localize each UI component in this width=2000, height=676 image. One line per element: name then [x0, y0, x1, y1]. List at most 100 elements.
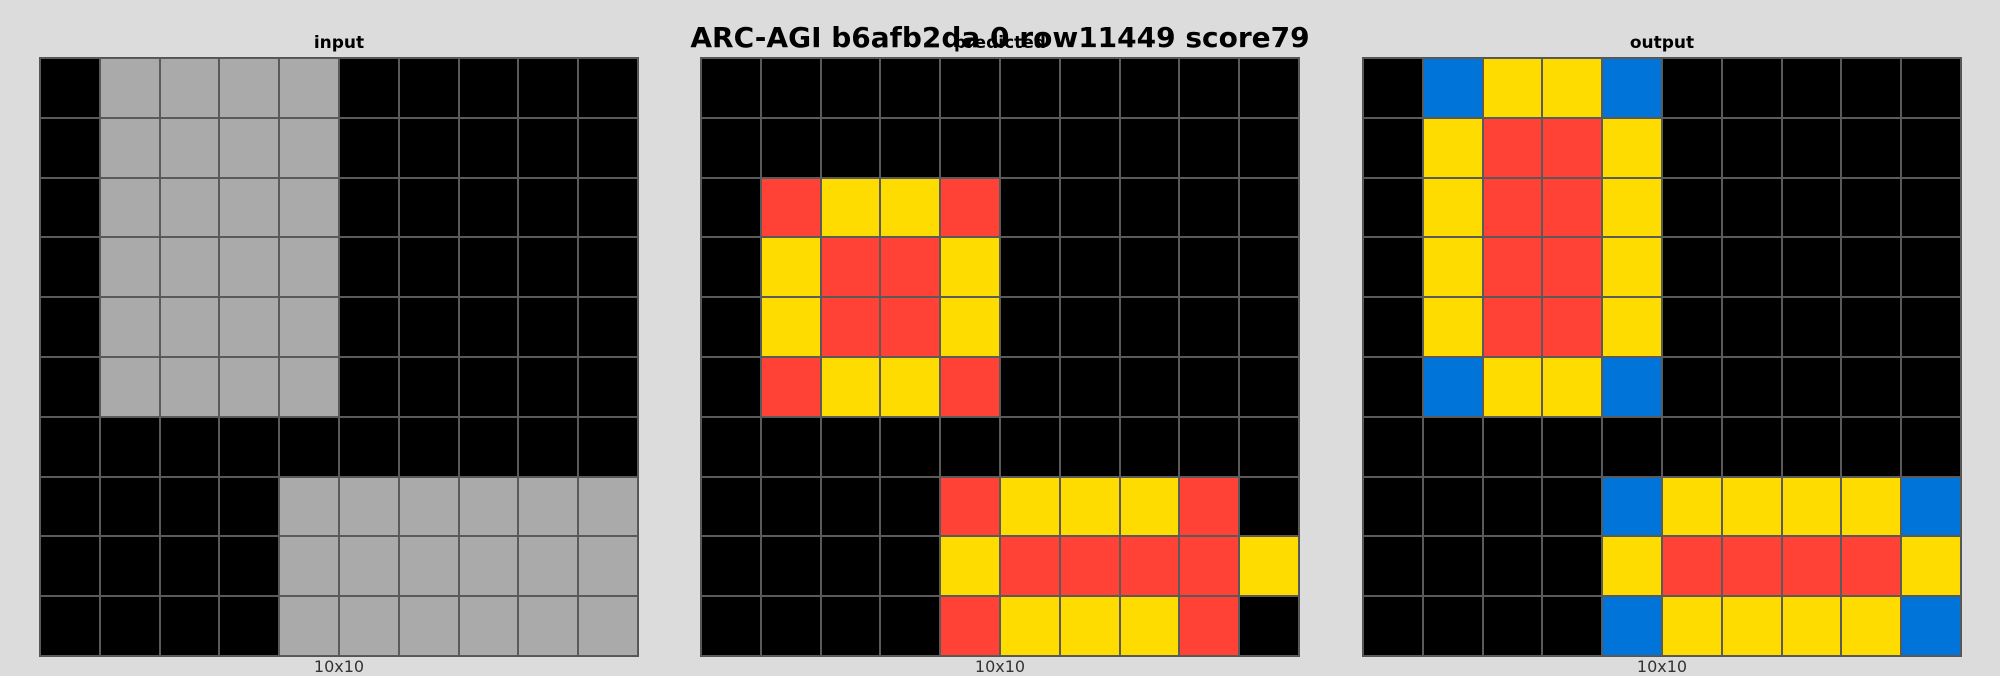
grid-size-label-predicted: 10x10	[974, 657, 1026, 676]
output-cell-r8-c5	[1661, 536, 1722, 597]
input-cell-r1-c8	[518, 117, 579, 178]
output-cell-r4-c6	[1721, 297, 1782, 357]
predicted-cell-r5-c9	[1239, 356, 1299, 417]
input-cell-r3-c7	[458, 237, 519, 298]
input-cell-r0-c4	[279, 58, 339, 118]
input-cell-r0-c1	[99, 58, 160, 118]
predicted-grid	[700, 57, 1300, 657]
predicted-cell-r4-c0	[701, 297, 761, 357]
predicted-cell-r9-c4	[940, 596, 1000, 656]
predicted-cell-r5-c0	[701, 356, 761, 417]
predicted-cell-r8-c2	[820, 536, 881, 597]
predicted-cell-r5-c6	[1059, 356, 1120, 417]
input-cell-r2-c2	[159, 177, 220, 238]
input-cell-r0-c5	[338, 58, 399, 118]
input-cell-r3-c3	[219, 237, 280, 298]
input-cell-r3-c0	[40, 237, 100, 298]
output-cell-r9-c9	[1901, 596, 1961, 656]
output-cell-r1-c7	[1781, 117, 1842, 178]
input-cell-r2-c6	[398, 177, 459, 238]
input-cell-r3-c5	[338, 237, 399, 298]
output-cell-r6-c2	[1482, 416, 1543, 477]
predicted-cell-r9-c5	[999, 596, 1060, 656]
predicted-cell-r0-c9	[1239, 58, 1299, 118]
input-cell-r2-c3	[219, 177, 280, 238]
predicted-cell-r9-c6	[1059, 596, 1120, 656]
output-cell-r8-c9	[1901, 536, 1961, 597]
input-cell-r6-c4	[279, 416, 339, 477]
predicted-cell-r1-c1	[760, 117, 821, 178]
output-cell-r1-c3	[1542, 117, 1603, 178]
input-cell-r7-c5	[338, 476, 399, 537]
output-cell-r2-c3	[1542, 177, 1603, 238]
output-cell-r3-c7	[1781, 237, 1842, 298]
input-cell-r8-c0	[40, 536, 100, 597]
input-cell-r0-c8	[518, 58, 579, 118]
input-cell-r6-c5	[338, 416, 399, 477]
output-cell-r7-c4	[1602, 476, 1662, 537]
predicted-cell-r5-c1	[760, 356, 821, 417]
input-cell-r3-c1	[99, 237, 160, 298]
input-cell-r6-c0	[40, 416, 100, 477]
input-cell-r5-c3	[219, 356, 280, 417]
predicted-cell-r7-c3	[880, 476, 941, 537]
output-cell-r8-c2	[1482, 536, 1543, 597]
output-cell-r1-c6	[1721, 117, 1782, 178]
input-cell-r7-c7	[458, 476, 519, 537]
output-cell-r7-c3	[1542, 476, 1603, 537]
predicted-cell-r3-c6	[1059, 237, 1120, 298]
output-cell-r0-c8	[1841, 58, 1902, 118]
output-cell-r4-c5	[1661, 297, 1722, 357]
predicted-cell-r4-c2	[820, 297, 881, 357]
output-cell-r0-c5	[1661, 58, 1722, 118]
predicted-cell-r8-c8	[1179, 536, 1240, 597]
predicted-cell-r7-c5	[999, 476, 1060, 537]
output-cell-r7-c8	[1841, 476, 1902, 537]
predicted-cell-r8-c6	[1059, 536, 1120, 597]
input-cell-r2-c0	[40, 177, 100, 238]
output-cell-r4-c2	[1482, 297, 1543, 357]
output-cell-r7-c7	[1781, 476, 1842, 537]
output-cell-r1-c5	[1661, 117, 1722, 178]
input-cell-r0-c9	[578, 58, 638, 118]
input-cell-r8-c1	[99, 536, 160, 597]
input-cell-r9-c5	[338, 596, 399, 656]
input-cell-r5-c6	[398, 356, 459, 417]
output-cell-r3-c0	[1363, 237, 1423, 298]
input-cell-r0-c7	[458, 58, 519, 118]
output-cell-r2-c6	[1721, 177, 1782, 238]
output-cell-r0-c0	[1363, 58, 1423, 118]
input-cell-r1-c9	[578, 117, 638, 178]
predicted-cell-r3-c9	[1239, 237, 1299, 298]
output-cell-r2-c1	[1422, 177, 1483, 238]
predicted-cell-r7-c4	[940, 476, 1000, 537]
predicted-cell-r2-c5	[999, 177, 1060, 238]
output-cell-r3-c3	[1542, 237, 1603, 298]
output-cell-r7-c5	[1661, 476, 1722, 537]
output-cell-r3-c6	[1721, 237, 1782, 298]
output-cell-r1-c1	[1422, 117, 1483, 178]
predicted-cell-r8-c9	[1239, 536, 1299, 597]
input-cell-r1-c5	[338, 117, 399, 178]
input-cell-r5-c2	[159, 356, 220, 417]
input-cell-r8-c8	[518, 536, 579, 597]
predicted-cell-r0-c8	[1179, 58, 1240, 118]
output-cell-r9-c4	[1602, 596, 1662, 656]
output-cell-r6-c7	[1781, 416, 1842, 477]
input-cell-r9-c4	[279, 596, 339, 656]
predicted-cell-r5-c5	[999, 356, 1060, 417]
predicted-cell-r8-c4	[940, 536, 1000, 597]
output-cell-r4-c7	[1781, 297, 1842, 357]
predicted-cell-r3-c8	[1179, 237, 1240, 298]
input-cell-r7-c1	[99, 476, 160, 537]
predicted-cell-r1-c4	[940, 117, 1000, 178]
predicted-cell-r6-c8	[1179, 416, 1240, 477]
output-cell-r6-c4	[1602, 416, 1662, 477]
output-cell-r6-c6	[1721, 416, 1782, 477]
predicted-cell-r1-c2	[820, 117, 881, 178]
predicted-cell-r6-c2	[820, 416, 881, 477]
predicted-cell-r4-c4	[940, 297, 1000, 357]
predicted-cell-r0-c3	[880, 58, 941, 118]
output-cell-r5-c8	[1841, 356, 1902, 417]
predicted-cell-r6-c1	[760, 416, 821, 477]
